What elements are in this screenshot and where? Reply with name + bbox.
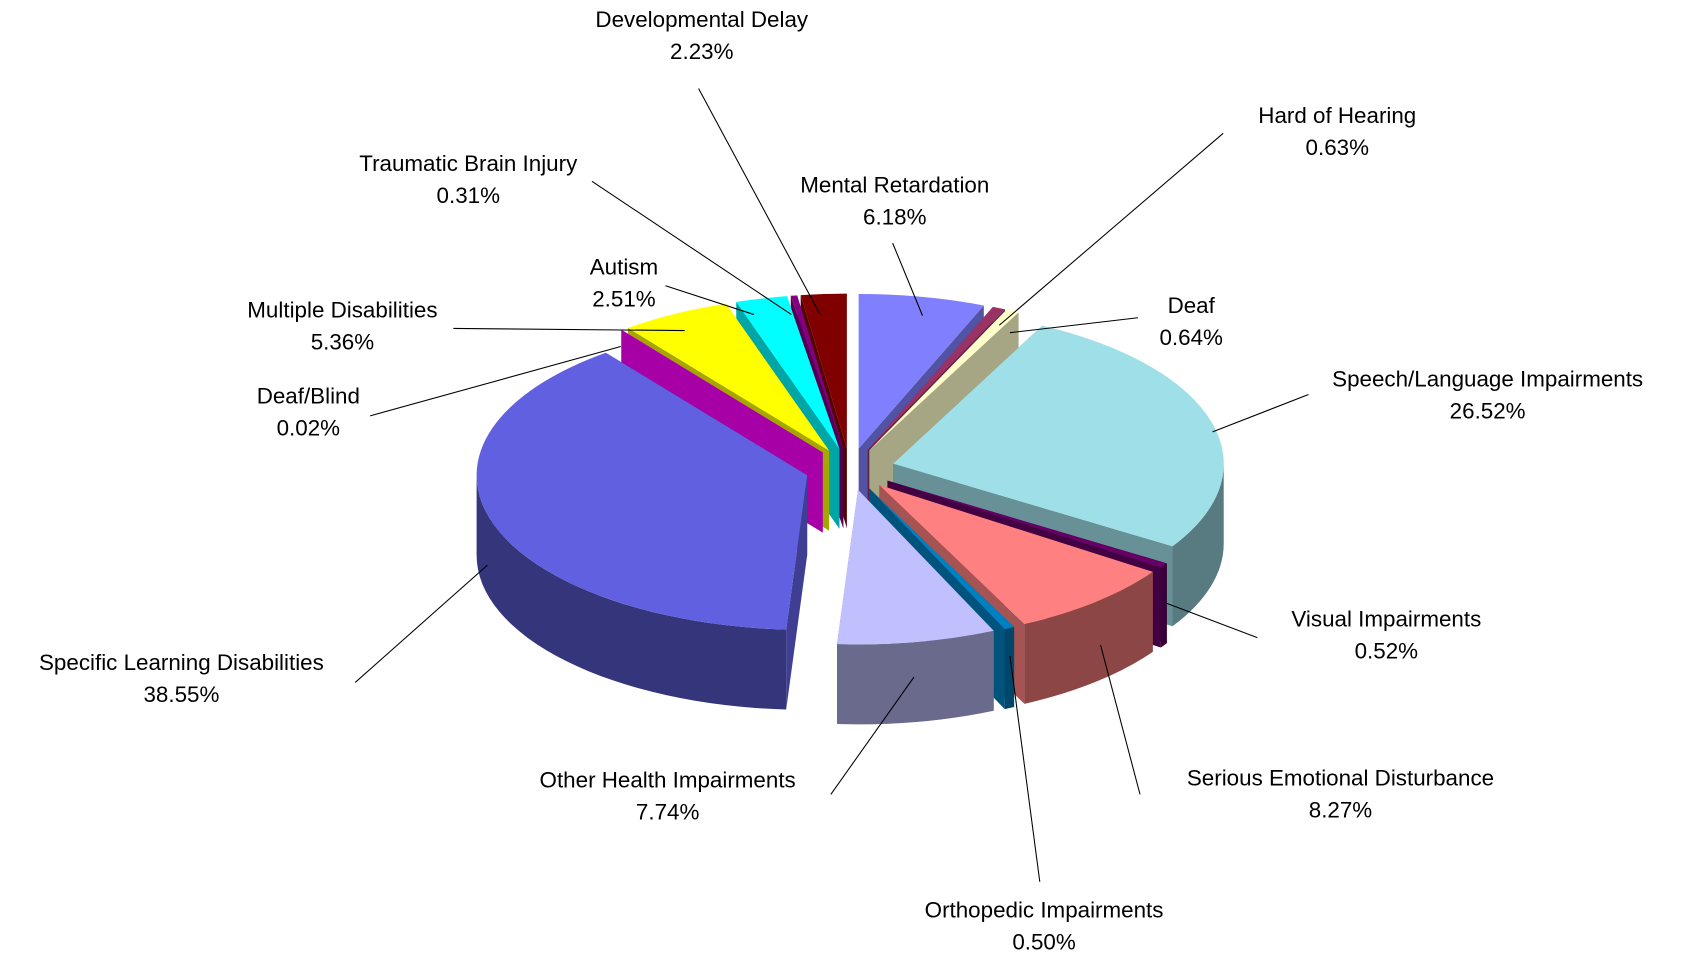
slice-value-label: 5.36%: [311, 329, 375, 354]
leader-line: [698, 88, 821, 315]
slice-value-label: 26.52%: [1450, 399, 1526, 424]
slice-value-label: 7.74%: [636, 800, 700, 825]
slice-value-label: 8.27%: [1309, 797, 1373, 822]
leader-line: [1009, 655, 1041, 882]
leader-line: [830, 676, 915, 795]
slice-label: Deaf/Blind: [257, 384, 360, 409]
slice: [869, 309, 1019, 451]
slice: [627, 303, 830, 451]
leader-line: [1212, 394, 1309, 433]
slice-side: [1004, 627, 1015, 710]
slice-value-label: 6.18%: [863, 205, 927, 230]
slice: [621, 329, 823, 453]
slice-value-label: 0.52%: [1355, 638, 1419, 663]
slice-label: Orthopedic Impairments: [925, 898, 1164, 923]
slice: [887, 480, 1167, 568]
slice-side: [1172, 463, 1224, 627]
leader-line: [370, 346, 621, 417]
slice-value-label: 2.51%: [592, 287, 656, 312]
slice-value-label: 38.55%: [143, 682, 219, 707]
slice-value-label: 0.50%: [1012, 930, 1076, 955]
slice-side: [837, 630, 994, 725]
leader-line: [1009, 317, 1138, 334]
leader-line: [665, 285, 755, 316]
slice-label: Autism: [590, 255, 658, 280]
slice-value-label: 2.23%: [670, 39, 734, 64]
leader-line: [1164, 601, 1258, 639]
slice: [790, 295, 844, 449]
leader-line: [591, 180, 792, 316]
slice-label: Serious Emotional Disturbance: [1187, 765, 1494, 790]
slice-side: [1160, 563, 1167, 648]
slice-label: Mental Retardation: [800, 173, 989, 198]
slice: [867, 306, 1005, 450]
leader-line: [1100, 644, 1141, 795]
slice: [869, 488, 1015, 630]
slice: [476, 352, 808, 630]
slice-value-label: 0.64%: [1159, 325, 1223, 350]
slice: [837, 489, 994, 645]
slice: [736, 296, 840, 449]
slice-label: Traumatic Brain Injury: [359, 151, 578, 176]
slice-label: Hard of Hearing: [1258, 103, 1416, 128]
slice-label: Specific Learning Disabilities: [39, 650, 324, 675]
slice: [800, 293, 847, 449]
leader-line: [453, 327, 685, 332]
leader-line: [354, 564, 488, 683]
slice: [879, 484, 1153, 624]
slice-label: Speech/Language Impairments: [1332, 367, 1643, 392]
leader-line: [998, 132, 1224, 326]
slice-value-label: 0.02%: [277, 416, 341, 441]
slice-side: [476, 475, 787, 710]
slice-label: Visual Impairments: [1291, 607, 1481, 632]
slice-label: Developmental Delay: [595, 7, 808, 32]
slice-value-label: 0.63%: [1306, 135, 1370, 160]
slice-value-label: 0.31%: [437, 183, 501, 208]
slice: [893, 325, 1224, 547]
slice-label: Deaf: [1168, 293, 1216, 318]
slice-label: Other Health Impairments: [540, 768, 796, 793]
leader-line: [892, 242, 923, 316]
slice: [858, 294, 984, 449]
slice-label: Multiple Disabilities: [247, 297, 437, 322]
slice-side: [1024, 571, 1153, 704]
